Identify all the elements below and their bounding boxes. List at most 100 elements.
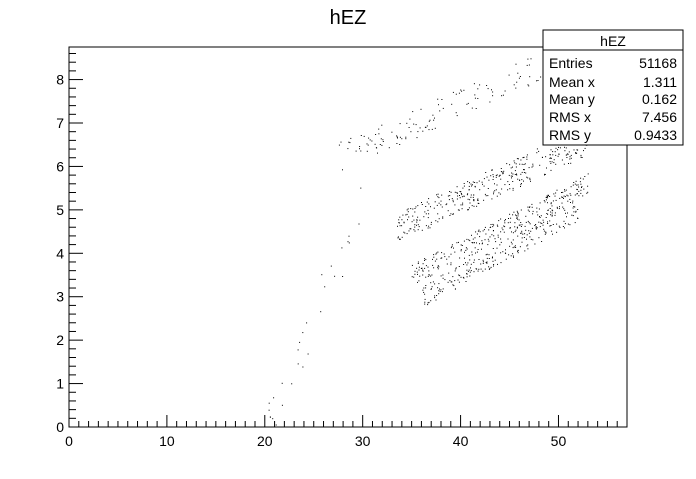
data-point <box>513 84 515 86</box>
data-point <box>438 293 440 295</box>
chart-title: hEZ <box>330 7 367 29</box>
data-point <box>512 173 514 175</box>
data-point <box>511 172 513 174</box>
data-point <box>377 152 378 154</box>
data-point <box>519 179 520 181</box>
data-point <box>458 241 459 243</box>
data-point <box>432 114 434 116</box>
data-point <box>498 220 500 222</box>
data-point <box>488 258 490 259</box>
data-point <box>503 170 505 172</box>
data-point <box>448 256 450 258</box>
data-point <box>416 219 418 221</box>
data-point <box>516 173 517 175</box>
data-point <box>417 131 419 133</box>
data-point <box>437 265 439 267</box>
data-point <box>486 85 488 86</box>
data-point <box>543 200 545 202</box>
data-point <box>516 215 517 217</box>
data-point <box>452 91 454 93</box>
data-point <box>363 135 365 137</box>
data-point <box>434 127 436 129</box>
data-point <box>543 228 545 230</box>
data-point <box>549 161 551 163</box>
data-point <box>360 135 362 136</box>
data-point <box>587 185 589 187</box>
data-point <box>550 203 552 205</box>
data-point <box>421 202 422 203</box>
data-point <box>511 231 512 233</box>
data-point <box>463 185 465 187</box>
data-point <box>566 154 568 156</box>
data-point <box>559 226 561 228</box>
data-point <box>494 259 496 261</box>
data-point <box>424 126 426 128</box>
data-point <box>528 85 530 87</box>
data-point <box>425 225 427 227</box>
data-point <box>581 157 583 158</box>
data-point <box>440 275 442 277</box>
data-point <box>428 225 430 227</box>
data-point <box>549 154 551 156</box>
data-point <box>338 144 340 146</box>
data-point <box>574 222 576 224</box>
data-point <box>483 178 485 180</box>
data-point <box>492 256 493 258</box>
data-point <box>401 225 403 227</box>
data-point <box>564 196 566 198</box>
data-point <box>582 178 584 180</box>
data-point <box>397 225 398 227</box>
data-point <box>376 147 378 149</box>
data-point <box>551 209 553 211</box>
data-point <box>382 141 384 142</box>
data-point <box>410 131 412 133</box>
data-point <box>539 216 540 217</box>
data-point <box>546 213 548 214</box>
data-point <box>556 223 558 225</box>
data-point <box>291 383 293 385</box>
data-point <box>369 139 371 141</box>
data-point <box>477 88 479 90</box>
data-point <box>499 244 501 246</box>
data-point <box>437 196 439 198</box>
data-point <box>492 174 494 176</box>
data-point <box>455 93 457 95</box>
data-point <box>425 276 427 278</box>
data-point <box>496 224 498 226</box>
data-point <box>544 201 546 203</box>
data-point <box>527 84 529 86</box>
data-point <box>340 141 342 143</box>
data-point <box>513 246 515 248</box>
data-point <box>450 262 452 264</box>
data-point <box>412 215 414 217</box>
y-tick-label: 7 <box>56 115 64 131</box>
data-point <box>573 182 575 183</box>
data-point <box>438 104 439 106</box>
data-point <box>466 194 468 196</box>
data-points <box>268 47 589 426</box>
data-point <box>504 184 506 186</box>
data-point <box>442 288 444 290</box>
data-point <box>454 191 456 193</box>
data-point <box>569 224 571 226</box>
data-point <box>575 180 577 182</box>
data-point <box>539 202 541 204</box>
plot-frame <box>68 46 628 428</box>
data-point <box>441 252 443 254</box>
data-point <box>528 64 530 66</box>
data-point <box>581 186 583 188</box>
data-point <box>403 231 405 233</box>
data-point <box>565 189 567 191</box>
data-point <box>514 245 516 247</box>
data-point <box>578 186 580 188</box>
data-point <box>482 259 484 261</box>
data-point <box>397 137 398 139</box>
data-point <box>452 284 454 286</box>
data-point <box>501 227 503 229</box>
stats-box: hEZ Entries 51168 Mean x 1.311 Mean y 0.… <box>542 29 684 146</box>
data-point <box>581 187 582 188</box>
data-point <box>584 147 586 149</box>
data-point <box>424 298 426 300</box>
data-point <box>520 159 522 161</box>
data-point <box>419 275 421 277</box>
